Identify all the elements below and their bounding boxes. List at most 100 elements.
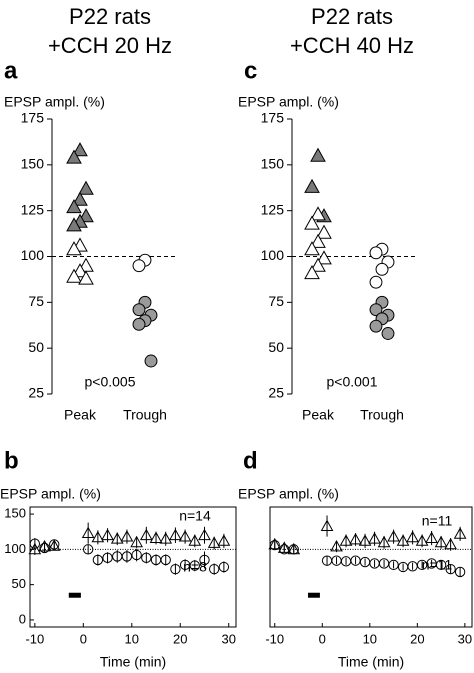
- y-axis-label: EPSP ampl. (%): [238, 94, 339, 110]
- y-tick-label: 75: [28, 293, 44, 309]
- triangle-marker: [66, 198, 82, 214]
- circle-marker: [82, 544, 94, 555]
- triangle-marker: [330, 539, 343, 552]
- y-tick-label: 50: [28, 339, 44, 355]
- triangle-marker: [368, 532, 381, 544]
- y-tick-label: 75: [268, 293, 284, 309]
- triangle-marker: [304, 241, 320, 256]
- triangle-marker: [406, 530, 419, 543]
- triangle-marker: [101, 528, 114, 541]
- triangle-marker: [425, 531, 438, 543]
- circle-marker: [288, 544, 299, 555]
- circle-marker: [160, 554, 171, 566]
- circle-marker: [132, 303, 146, 317]
- panel-title: P22 rats: [311, 4, 393, 29]
- triangle-marker: [66, 268, 82, 283]
- circle-marker: [454, 566, 466, 578]
- triangle-marker: [453, 527, 467, 539]
- category-label: Peak: [302, 407, 335, 423]
- annotation: n=11: [422, 513, 453, 529]
- circle-marker: [141, 552, 152, 563]
- circle-marker: [189, 560, 200, 571]
- circle-marker: [369, 246, 383, 260]
- x-tick-label: 20: [173, 631, 187, 646]
- y-tick-label: 100: [21, 247, 45, 263]
- y-tick-label: 150: [261, 156, 285, 172]
- category-label: Trough: [360, 407, 404, 423]
- x-tick-label: 30: [221, 631, 235, 646]
- annotation: n=14: [179, 508, 211, 524]
- x-tick-label: 0: [319, 631, 326, 646]
- plot-frame: [269, 506, 473, 628]
- triangle-marker: [358, 534, 372, 546]
- annotation: n=11: [422, 557, 453, 573]
- triangle-marker: [178, 530, 192, 542]
- triangle-marker: [304, 264, 320, 280]
- panel-title: +CCH 40 Hz: [290, 33, 414, 58]
- x-tick-label: -10: [265, 631, 284, 646]
- triangle-marker: [316, 224, 332, 239]
- circle-marker: [381, 327, 395, 340]
- triangle-marker: [310, 206, 326, 221]
- stimulus-bar: [68, 592, 81, 598]
- triangle-marker: [169, 528, 182, 541]
- circle-marker: [209, 563, 220, 575]
- x-tick-label: 30: [458, 631, 472, 646]
- x-tick-label: 20: [410, 631, 424, 646]
- triangle-marker: [377, 535, 391, 548]
- triangle-marker: [188, 534, 202, 546]
- triangle-marker: [72, 142, 88, 157]
- triangle-marker: [304, 178, 320, 193]
- circle-marker: [269, 539, 280, 551]
- panel-letter: d: [243, 447, 258, 474]
- y-tick-label: 125: [21, 201, 45, 217]
- circle-marker: [49, 539, 60, 550]
- circle-marker: [132, 317, 146, 331]
- triangle-marker: [66, 217, 82, 232]
- triangle-marker: [434, 535, 448, 548]
- triangle-marker: [159, 532, 173, 544]
- y-tick-label: 175: [21, 110, 45, 126]
- circle-marker: [445, 563, 456, 575]
- panel-letter: c: [244, 57, 257, 84]
- x-tick-label: 0: [80, 631, 87, 646]
- category-label: Trough: [123, 407, 167, 423]
- y-tick-label: 175: [261, 110, 285, 126]
- y-tick-label: 0: [19, 611, 26, 626]
- triangle-marker: [310, 147, 326, 162]
- y-axis-label: EPSP ampl. (%): [4, 94, 105, 110]
- y-tick-label: 50: [12, 576, 26, 591]
- triangle-marker: [72, 191, 88, 206]
- circle-marker: [218, 561, 230, 573]
- triangle-marker: [149, 531, 163, 543]
- triangle-marker: [415, 534, 429, 546]
- x-axis-label: Time (min): [100, 654, 166, 670]
- triangle-marker: [47, 539, 61, 551]
- circle-marker: [132, 259, 146, 273]
- triangle-marker: [78, 180, 94, 195]
- triangle-marker: [217, 534, 231, 546]
- y-axis-label: EPSP ampl. (%): [0, 486, 101, 502]
- circle-marker: [121, 551, 133, 562]
- triangle-marker: [139, 528, 153, 541]
- panel-letter: b: [4, 447, 19, 474]
- circle-marker: [102, 552, 113, 563]
- y-tick-label: 25: [28, 385, 44, 401]
- circle-marker: [144, 354, 158, 368]
- x-tick-label: 10: [125, 631, 139, 646]
- circle-marker: [388, 559, 399, 571]
- x-axis-label: Time (min): [338, 654, 404, 670]
- y-axis-label: EPSP ampl. (%): [238, 486, 339, 502]
- triangle-marker: [268, 537, 282, 550]
- circle-marker: [199, 554, 210, 566]
- triangle-marker: [349, 532, 362, 545]
- y-tick-label: 100: [261, 247, 285, 263]
- triangle-marker: [198, 528, 211, 541]
- triangle-marker: [387, 530, 400, 542]
- triangle-marker: [310, 233, 326, 248]
- triangle-marker: [28, 542, 42, 555]
- panel-title: +CCH 20 Hz: [48, 33, 172, 58]
- panel-title: P22 rats: [69, 4, 151, 29]
- annotation: p<0.001: [327, 374, 378, 390]
